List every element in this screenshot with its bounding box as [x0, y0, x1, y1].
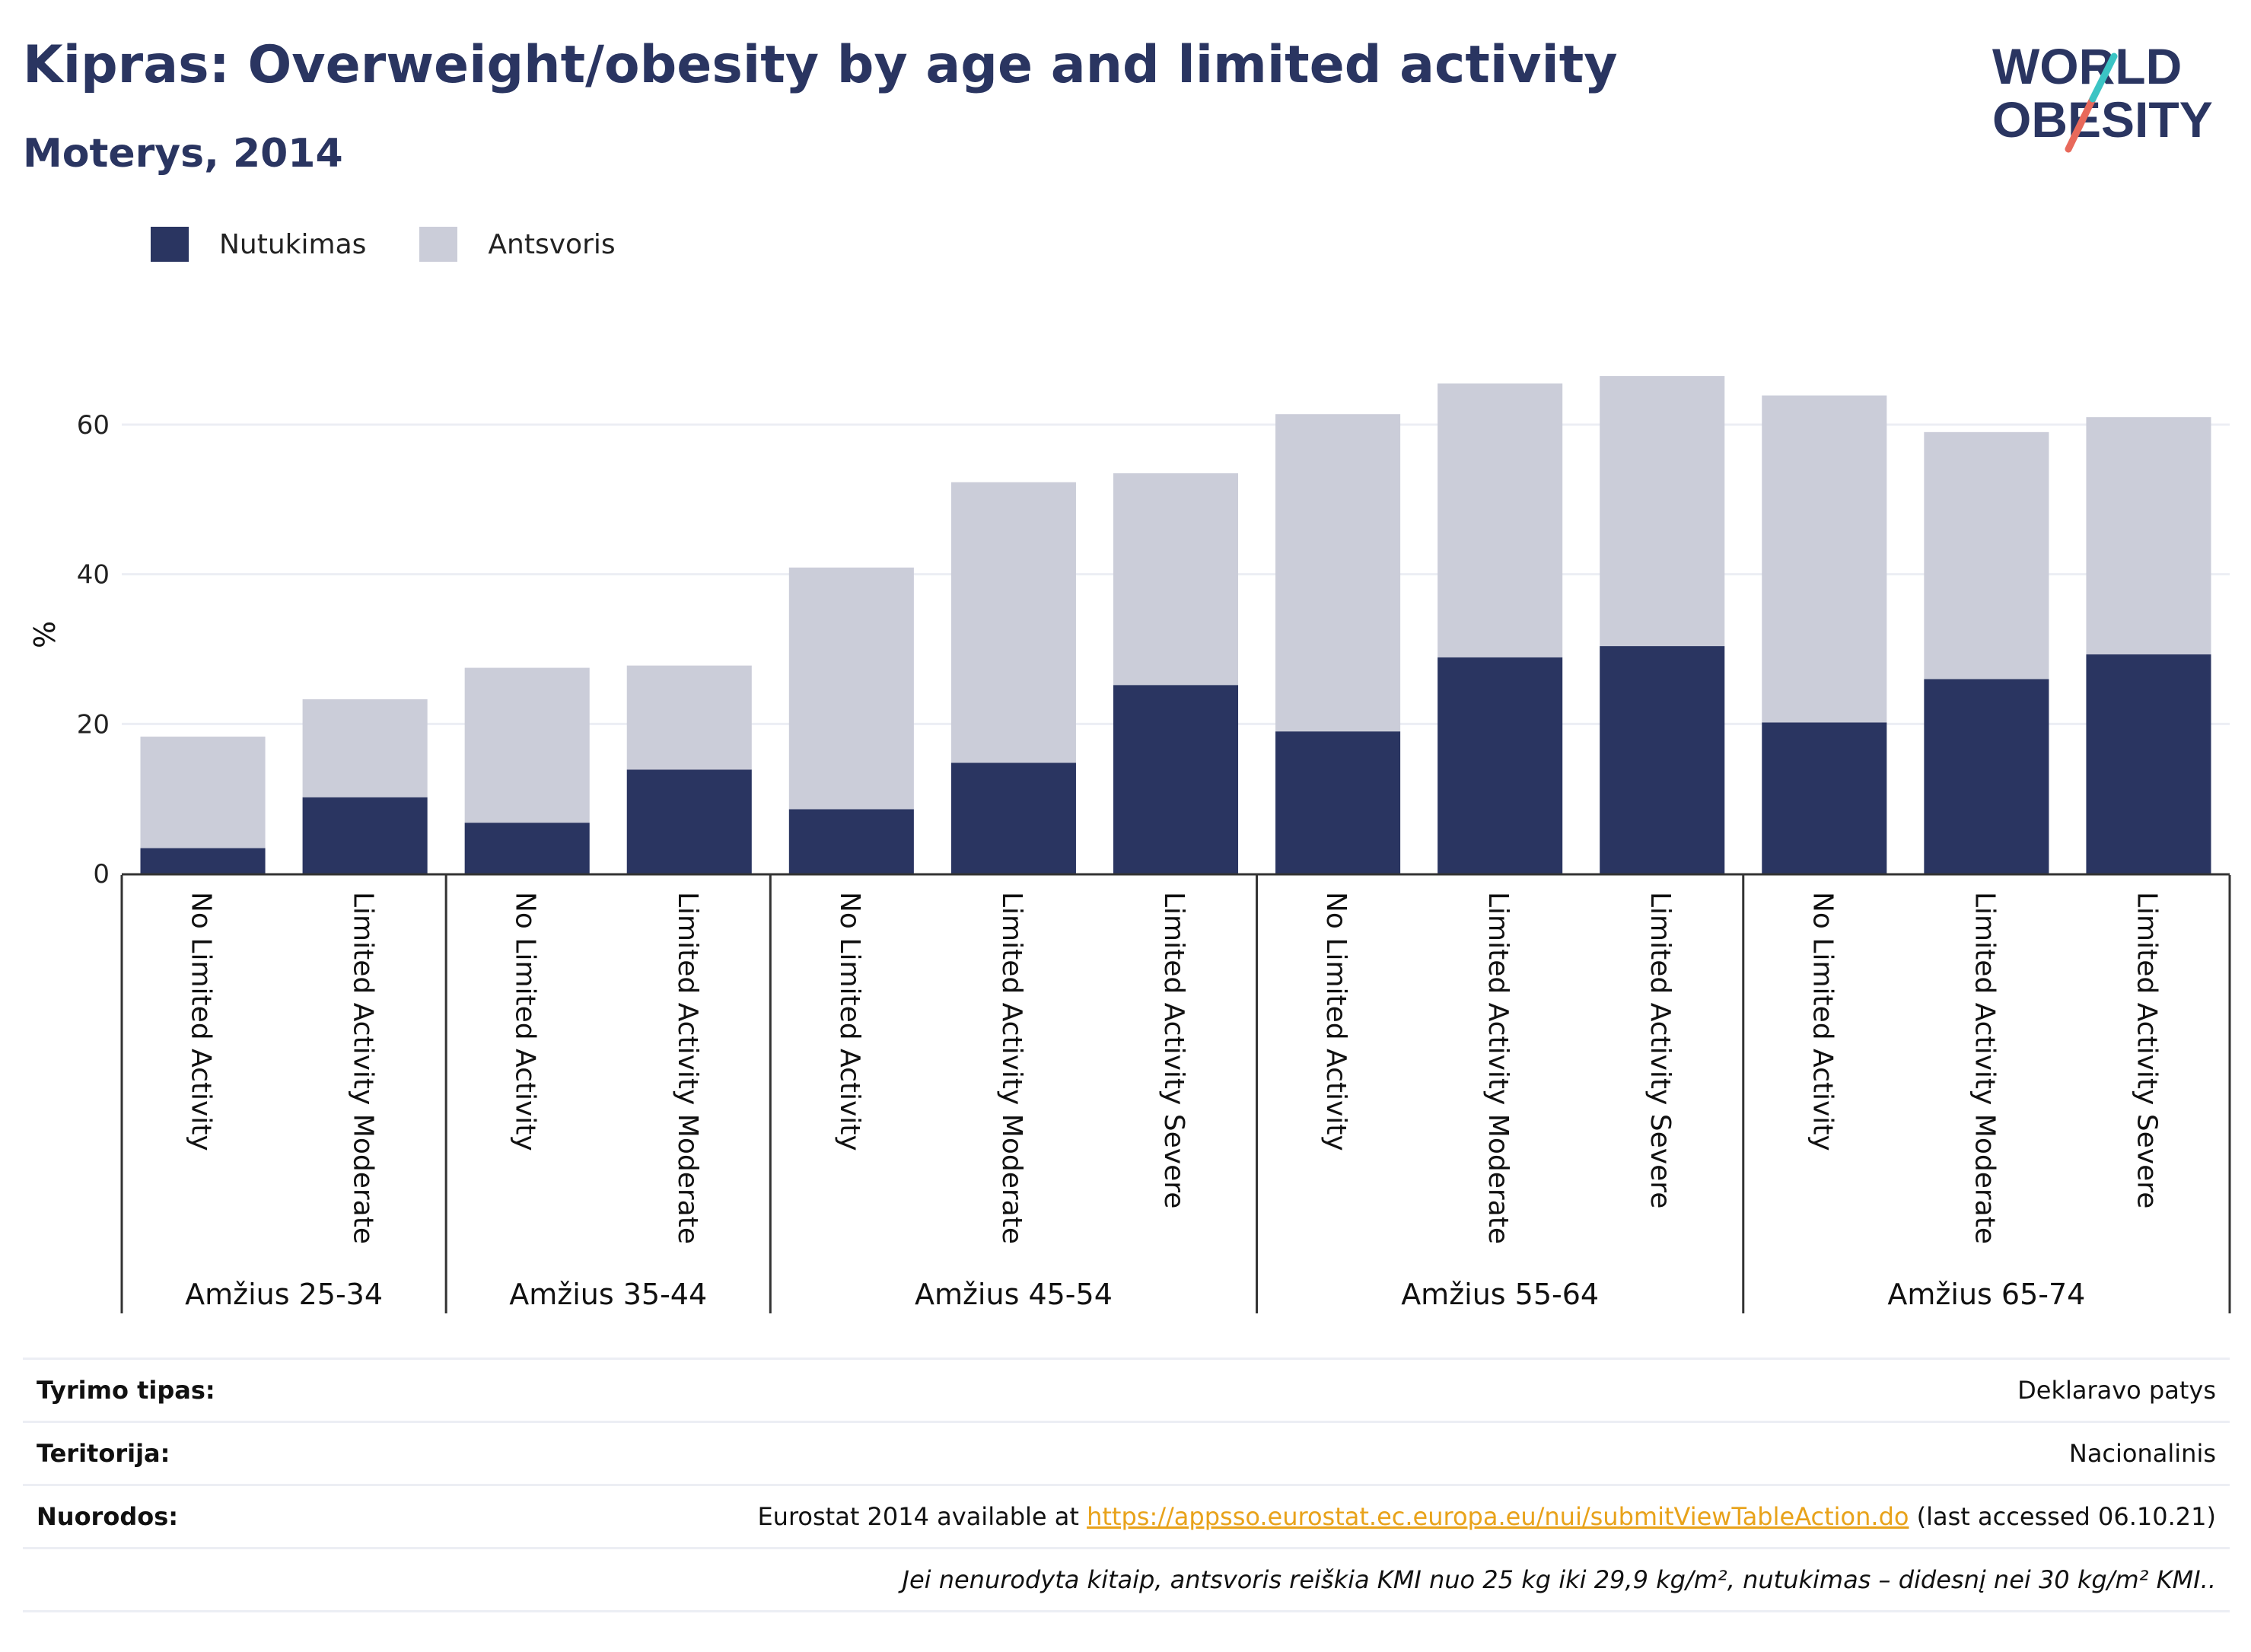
eurostat-link[interactable]: https://appsso.eurostat.ec.europa.eu/nui… — [1087, 1502, 1909, 1531]
bar-segment — [1762, 722, 1887, 874]
x-tick-label: No Limited Activity — [510, 892, 541, 1151]
bar-segment — [1600, 376, 1725, 647]
legend-label: Antsvoris — [488, 228, 616, 260]
group-label: Amžius 35-44 — [509, 1278, 707, 1311]
y-tick-label: 40 — [77, 560, 110, 590]
y-tick-label: 0 — [93, 859, 110, 890]
bar-segment — [1762, 395, 1887, 723]
logo-line2: OBESITY — [1992, 91, 2213, 148]
world-obesity-logo: WORLD OBESITY — [1992, 38, 2213, 153]
info-table: Tyrimo tipas: Deklaravo patys Teritorija… — [23, 1358, 2230, 1612]
bar-segment — [302, 699, 428, 797]
info-row-references: Nuorodos: Eurostat 2014 available at htt… — [23, 1484, 2230, 1547]
territory-label: Teritorija: — [37, 1439, 170, 1468]
legend-label: Nutukimas — [219, 228, 367, 260]
bar-segment — [1438, 383, 1563, 657]
references-suffix: (last accessed 06.10.21) — [1909, 1502, 2216, 1531]
x-tick-label: Limited Activity Moderate — [1969, 892, 2000, 1244]
group-label: Amžius 55-64 — [1401, 1278, 1599, 1311]
legend-swatch — [419, 227, 458, 262]
bar-segment — [788, 567, 914, 810]
bar-segment — [1438, 657, 1563, 874]
bar-segment — [1600, 646, 1725, 874]
territory-value: Nacionalinis — [2068, 1439, 2216, 1468]
bar-segment — [2086, 417, 2211, 654]
bar-segment — [1275, 414, 1401, 732]
group-label: Amžius 45-54 — [915, 1278, 1113, 1311]
info-row-territory: Teritorija: Nacionalinis — [23, 1421, 2230, 1484]
x-tick-label: No Limited Activity — [186, 892, 217, 1151]
x-tick-label: No Limited Activity — [834, 892, 865, 1151]
chart-subtitle: Moterys, 2014 — [23, 131, 343, 177]
logo-line1: WORLD — [1992, 38, 2182, 94]
bar-segment — [788, 809, 914, 874]
bar-segment — [1924, 679, 2049, 874]
bar-segment — [140, 848, 266, 874]
x-tick-label: No Limited Activity — [1320, 892, 1352, 1151]
x-tick-label: Limited Activity Moderate — [348, 892, 379, 1244]
x-tick-label: Limited Activity Moderate — [672, 892, 703, 1244]
y-tick-label: 60 — [77, 410, 110, 441]
y-tick-label: 20 — [77, 709, 110, 740]
bar-segment — [1113, 685, 1239, 874]
bar-segment — [1924, 431, 2049, 680]
legend-item-antsvoris: Antsvoris — [419, 227, 616, 262]
info-row-survey: Tyrimo tipas: Deklaravo patys — [23, 1358, 2230, 1421]
bar-segment — [626, 769, 752, 874]
x-tick-label: Limited Activity Severe — [1644, 892, 1676, 1208]
legend-item-nutukimas: Nutukimas — [151, 227, 366, 262]
chart-legend: Nutukimas Antsvoris — [151, 225, 669, 263]
bar-segment — [626, 665, 752, 770]
bar-segment — [302, 797, 428, 874]
bar-segment — [950, 762, 1076, 874]
y-axis-label: % — [28, 621, 62, 648]
chart-title: Kipras: Overweight/obesity by age and li… — [23, 35, 1618, 95]
group-label: Amžius 65-74 — [1887, 1278, 2085, 1311]
stacked-bar-chart: 0 20 40 60% No Limited Activity Limited Activ… — [28, 376, 2231, 1313]
legend-swatch — [151, 227, 189, 262]
x-tick-label: Limited Activity Moderate — [1482, 892, 1514, 1244]
bar-segment — [950, 482, 1076, 763]
x-tick-label: Limited Activity Severe — [2131, 892, 2162, 1208]
x-tick-label: No Limited Activity — [1807, 892, 1838, 1151]
info-row-note: Jei nenurodyta kitaip, antsvoris reiškia… — [23, 1547, 2230, 1612]
survey-value: Deklaravo patys — [2017, 1376, 2216, 1405]
x-tick-label: Limited Activity Severe — [1158, 892, 1189, 1208]
bar-segment — [1275, 731, 1401, 874]
group-label: Amžius 25-34 — [185, 1278, 383, 1311]
x-tick-label: Limited Activity Moderate — [996, 892, 1027, 1244]
references-prefix: Eurostat 2014 available at — [757, 1502, 1087, 1531]
bar-segment — [2086, 654, 2211, 874]
bar-segment — [464, 823, 590, 874]
definition-note: Jei nenurodyta kitaip, antsvoris reiškia… — [902, 1565, 2217, 1594]
bar-segment — [464, 667, 590, 823]
bar-segment — [140, 737, 266, 848]
references-label: Nuorodos: — [37, 1502, 179, 1531]
bar-segment — [1113, 473, 1239, 686]
references-value: Eurostat 2014 available at https://appss… — [757, 1502, 2216, 1531]
survey-label: Tyrimo tipas: — [37, 1376, 215, 1405]
